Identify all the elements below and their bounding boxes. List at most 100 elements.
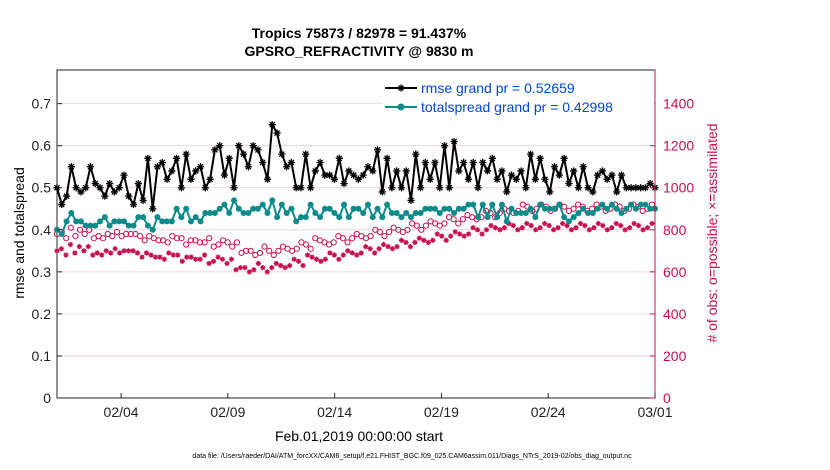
- rmse-point: [287, 158, 296, 167]
- assimilated-obs-point: [573, 225, 579, 231]
- assimilated-obs-point: [193, 256, 199, 262]
- possible-obs-point: [224, 239, 231, 246]
- totalspread-point: [570, 214, 577, 221]
- rmse-point: [622, 184, 630, 192]
- axes-layer: 0 0.1 0.2 0.3 0.4 0.5 0.6 0.7 0 200 400 600 800 1000 1…: [32, 70, 694, 420]
- totalspread-point: [489, 201, 496, 208]
- assimilated-obs-point: [175, 252, 181, 258]
- plot-area: [56, 69, 656, 399]
- totalspread-point: [508, 205, 515, 212]
- totalspread-point: [384, 201, 391, 208]
- assimilated-obs-point: [81, 248, 87, 254]
- assimilated-obs-point: [443, 237, 449, 243]
- rmse-point: [230, 184, 238, 192]
- legend: rmse grand pr = 0.52659 totalspread gran…: [382, 72, 654, 118]
- totalspread-point: [470, 201, 477, 208]
- assimilated-obs-point: [148, 252, 154, 258]
- possible-obs-point: [155, 237, 162, 244]
- totalspread-point: [168, 218, 175, 225]
- rmse-point: [196, 163, 205, 171]
- rmse-point: [220, 171, 229, 179]
- totalspread-point: [288, 205, 295, 212]
- assimilated-obs-point: [327, 250, 333, 256]
- rmse-point: [646, 179, 654, 188]
- totalspread-point: [68, 209, 75, 216]
- rmse-point: [503, 188, 511, 196]
- totalspread-point: [479, 201, 486, 208]
- assimilated-obs-point: [403, 239, 409, 246]
- totalspread-point: [183, 205, 190, 212]
- rmse-point: [426, 175, 434, 183]
- rmse-point: [570, 167, 578, 175]
- totalspread-point: [355, 205, 362, 212]
- rmse-point: [330, 175, 339, 183]
- possible-obs-point: [381, 233, 388, 240]
- totalspread-point: [427, 205, 434, 212]
- assimilated-obs-point: [439, 233, 445, 239]
- assimilated-obs-point: [622, 227, 628, 233]
- totalspread-point: [125, 222, 132, 229]
- rmse-point: [402, 167, 410, 175]
- possible-obs-point: [441, 220, 448, 227]
- rmse-point: [388, 184, 396, 192]
- possible-obs-point: [418, 226, 425, 233]
- x-tick-label: 02/19: [424, 404, 459, 420]
- totalspread-point: [159, 218, 166, 225]
- rmse-point: [421, 158, 429, 167]
- totalspread-point: [398, 214, 405, 221]
- possible-obs-point: [307, 245, 314, 252]
- possible-obs-point: [242, 247, 250, 254]
- assimilated-obs-point: [524, 220, 530, 227]
- assimilated-obs-point: [304, 252, 311, 258]
- totalspread-point: [259, 201, 266, 208]
- rmse-point: [273, 129, 281, 137]
- assimilated-obs-point: [412, 239, 418, 246]
- possible-obs-point: [275, 247, 282, 254]
- totalspread-point: [231, 197, 238, 204]
- rmse-point: [555, 171, 563, 179]
- rmse-point: [603, 175, 611, 183]
- assimilated-obs-point: [568, 227, 575, 233]
- x-tick-label: 03/01: [637, 404, 672, 420]
- rmse-point: [168, 167, 176, 175]
- assimilated-obs-point: [349, 250, 355, 256]
- rmse-point: [431, 158, 439, 167]
- assimilated-obs-point: [67, 241, 74, 248]
- totalspread-point: [312, 209, 319, 216]
- possible-obs-point: [367, 233, 374, 240]
- totalspread-point: [235, 205, 242, 212]
- assimilated-obs-point: [354, 252, 360, 258]
- y-tick-label: 0.5: [32, 180, 52, 196]
- possible-obs-point: [72, 233, 79, 240]
- assimilated-obs-point: [139, 254, 145, 260]
- totalspread-point: [154, 214, 161, 221]
- totalspread-point: [498, 201, 505, 208]
- possible-obs-point: [570, 205, 577, 212]
- rmse-point: [82, 184, 90, 192]
- assimilated-obs-point: [461, 233, 467, 239]
- totalspread-point: [336, 214, 343, 221]
- totalspread-point: [364, 201, 371, 208]
- possible-obs-point: [136, 233, 144, 240]
- right-axis-gridlines: [57, 103, 655, 357]
- y-tick-label: 0: [43, 390, 51, 406]
- possible-obs-point: [206, 235, 213, 242]
- rmse-point: [579, 163, 587, 171]
- assimilated-obs-point: [492, 225, 499, 231]
- assimilated-obs-point: [282, 265, 288, 271]
- totalspread-point: [274, 214, 281, 221]
- rmse-point: [469, 158, 477, 167]
- rmse-point: [637, 184, 645, 192]
- assimilated-obs-point: [416, 235, 422, 241]
- assimilated-obs-point: [246, 269, 252, 275]
- totalspread-point: [187, 218, 194, 225]
- assimilated-obs-point: [300, 262, 306, 269]
- totalspread-point: [647, 205, 654, 212]
- assimilated-obs-point: [94, 250, 100, 256]
- assimilated-obs-point: [515, 227, 521, 233]
- rmse-point: [531, 175, 539, 183]
- totalspread-point: [207, 209, 214, 216]
- rmse-point: [608, 171, 616, 179]
- rmse-point: [512, 175, 520, 183]
- rmse-point: [110, 188, 119, 196]
